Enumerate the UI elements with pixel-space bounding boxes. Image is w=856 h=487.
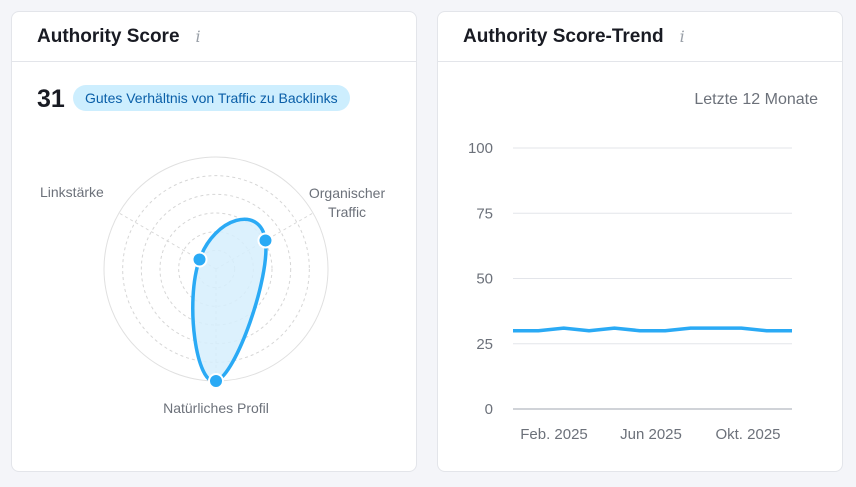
info-icon[interactable]: i — [195, 27, 201, 46]
status-badge: Gutes Verhältnis von Traffic zu Backlink… — [73, 85, 350, 111]
card-header: Authority Score-Trend i — [438, 12, 842, 62]
trend-line — [513, 326, 792, 333]
x-tick-label: Feb. 2025 — [520, 426, 588, 443]
axis-label-organic-traffic: Organischer Traffic — [308, 185, 386, 220]
radar-grid-ring — [159, 212, 273, 326]
radar-area — [191, 217, 268, 383]
trend-chart: 100 75 50 25 0 Feb. 2025 Jun 2025 Okt. 2025 — [468, 140, 792, 443]
radar-point — [257, 232, 274, 249]
authority-trend-card: Authority Score-Trend i Letzte 12 Monate … — [437, 11, 843, 472]
card-title: Authority Score-Trend — [463, 25, 664, 47]
x-tick-label: Jun 2025 — [620, 426, 682, 443]
info-icon[interactable]: i — [679, 27, 685, 46]
radar-chart — [103, 156, 329, 389]
y-tick-label: 0 — [485, 401, 493, 418]
radar-point — [208, 373, 224, 389]
axis-label-linkstaerke: Linkstärke — [40, 184, 104, 200]
radar-point — [191, 251, 208, 268]
y-tick-label: 75 — [476, 205, 493, 222]
authority-score-card: Authority Score i 31 Gutes Verhältnis von… — [11, 11, 417, 472]
y-tick-label: 25 — [476, 336, 493, 353]
card-header: Authority Score i — [12, 12, 416, 62]
y-tick-label: 100 — [468, 140, 493, 157]
x-tick-label: Okt. 2025 — [715, 426, 780, 443]
period-label: Letzte 12 Monate — [694, 91, 818, 108]
card-title: Authority Score — [37, 25, 180, 47]
radar-grid-ring — [140, 193, 292, 345]
axis-label-natural-profile: Natürliches Profil — [163, 400, 269, 416]
authority-score-value: 31 — [37, 85, 65, 113]
y-tick-label: 50 — [476, 271, 493, 288]
